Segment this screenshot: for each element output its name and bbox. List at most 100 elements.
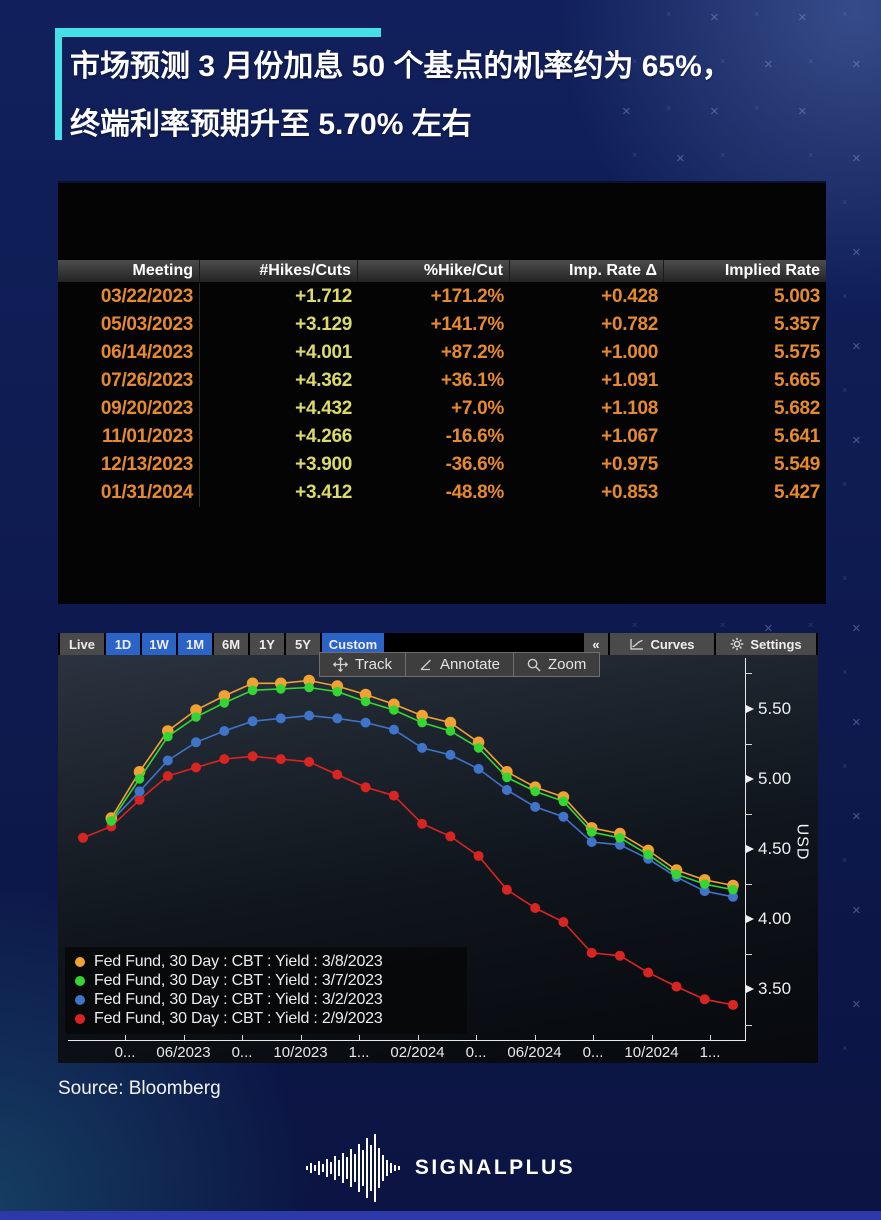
value-cell: +1.067 bbox=[601, 426, 658, 447]
data-point-marker bbox=[530, 903, 541, 913]
y-tick-label: 5.00 bbox=[758, 768, 792, 788]
data-point-marker bbox=[530, 786, 540, 797]
data-point-marker bbox=[78, 832, 88, 843]
x-tick-marker bbox=[593, 1035, 594, 1040]
zoom-magnifier-icon bbox=[527, 658, 541, 671]
data-point-marker bbox=[558, 811, 569, 822]
legend-dot-icon bbox=[75, 975, 85, 986]
x-tick-marker bbox=[651, 1035, 653, 1040]
data-point-marker bbox=[614, 950, 625, 961]
data-point-marker bbox=[388, 790, 399, 801]
table-row: 01/31/2024 +3.412 -48.8% +0.853 5.427 bbox=[58, 479, 826, 507]
y-tick-marker bbox=[746, 704, 754, 713]
legend-item[interactable]: Fed Fund, 30 Day : CBT : Yield : 3/7/202… bbox=[75, 971, 457, 990]
meeting-date-cell: 03/22/2023 bbox=[58, 283, 200, 311]
column-header-3: Imp. Rate Δ bbox=[510, 260, 664, 282]
yield-curves-plot bbox=[78, 674, 739, 1010]
x-tick-marker bbox=[476, 1035, 477, 1040]
data-point-marker bbox=[219, 698, 230, 708]
range-button-1w[interactable]: 1W bbox=[142, 633, 176, 655]
data-point-marker bbox=[134, 774, 145, 784]
value-cell: 5.682 bbox=[773, 398, 820, 419]
legend-label: Fed Fund, 30 Day : CBT : Yield : 3/8/202… bbox=[94, 952, 383, 970]
value-cell: +3.412 bbox=[295, 482, 352, 503]
range-button-5y[interactable]: 5Y bbox=[286, 633, 320, 655]
tool-button-track[interactable]: Track bbox=[319, 652, 406, 677]
legend-item[interactable]: Fed Fund, 30 Day : CBT : Yield : 2/9/202… bbox=[75, 1009, 457, 1028]
value-cell: +0.428 bbox=[601, 286, 658, 307]
collapse-panel-button[interactable]: « bbox=[584, 633, 608, 655]
data-point-marker bbox=[191, 762, 201, 773]
y-tick-marker bbox=[746, 845, 754, 853]
data-point-marker bbox=[247, 716, 258, 727]
value-cell: +87.2% bbox=[440, 342, 504, 363]
data-point-marker bbox=[473, 851, 484, 861]
bottom-accent-strip bbox=[0, 1211, 881, 1220]
y-minor-tick bbox=[745, 954, 752, 956]
data-point-marker bbox=[416, 709, 428, 722]
value-cell: 5.427 bbox=[773, 482, 820, 503]
x-tick-label: 06/2024 bbox=[507, 1044, 562, 1061]
page-title-line2: 终端利率预期升至 5.70% 左右 bbox=[70, 108, 472, 141]
range-button-1m[interactable]: 1M bbox=[178, 633, 212, 655]
data-point-marker bbox=[586, 827, 597, 837]
legend-dot-icon bbox=[75, 1013, 85, 1024]
data-point-marker bbox=[699, 994, 710, 1005]
curves-button[interactable]: Curves bbox=[610, 633, 714, 655]
data-point-marker bbox=[699, 886, 710, 897]
data-point-marker bbox=[417, 742, 428, 753]
data-point-marker bbox=[246, 677, 259, 690]
tool-button-annotate[interactable]: Annotate bbox=[404, 652, 515, 677]
value-cell: 5.575 bbox=[773, 342, 820, 363]
value-cell: +4.266 bbox=[295, 426, 352, 447]
range-button-1d[interactable]: 1D bbox=[106, 633, 140, 655]
range-button-6m[interactable]: 6M bbox=[214, 633, 248, 655]
data-point-marker bbox=[473, 743, 484, 753]
legend-label: Fed Fund, 30 Day : CBT : Yield : 2/9/202… bbox=[94, 1009, 383, 1027]
y-tick-label: 4.50 bbox=[758, 839, 792, 858]
table-row: 07/26/2023 +4.362 +36.1% +1.091 5.665 bbox=[58, 367, 826, 395]
settings-button[interactable]: Settings bbox=[716, 633, 816, 655]
data-point-marker bbox=[247, 751, 258, 762]
column-header-4: Implied Rate bbox=[724, 262, 820, 279]
legend-dot-icon bbox=[75, 994, 85, 1005]
legend-item[interactable]: Fed Fund, 30 Day : CBT : Yield : 3/2/202… bbox=[75, 990, 457, 1009]
data-point-marker bbox=[219, 754, 230, 765]
table-row: 06/14/2023 +4.001 +87.2% +1.000 5.575 bbox=[58, 339, 826, 367]
range-button-live[interactable]: Live bbox=[60, 633, 104, 655]
data-point-marker bbox=[643, 967, 654, 978]
range-button-custom[interactable]: Custom bbox=[322, 633, 384, 655]
data-point-marker bbox=[304, 756, 315, 767]
meeting-date-cell: 01/31/2024 bbox=[58, 479, 200, 507]
data-point-marker bbox=[134, 786, 145, 797]
annotate-pencil-icon bbox=[420, 659, 431, 671]
value-cell: -16.6% bbox=[445, 426, 505, 447]
range-button-1y[interactable]: 1Y bbox=[250, 633, 284, 655]
x-tick-label: 06/2023 bbox=[156, 1044, 211, 1061]
meeting-date-cell: 05/03/2023 bbox=[58, 311, 200, 339]
x-tick-label: 0... bbox=[114, 1044, 136, 1061]
page-title-line1: 市场预测 3 月份加息 50 个基点的机率约为 65%， bbox=[70, 50, 732, 83]
x-tick-label: 10/2024 bbox=[624, 1044, 679, 1061]
title-accent-topbar bbox=[55, 28, 381, 37]
data-point-marker bbox=[728, 891, 738, 902]
data-point-marker bbox=[219, 726, 230, 736]
x-tick-marker bbox=[300, 1035, 302, 1040]
legend-item[interactable]: Fed Fund, 30 Day : CBT : Yield : 3/8/202… bbox=[75, 952, 457, 971]
data-point-marker bbox=[558, 796, 569, 807]
value-cell: +3.900 bbox=[295, 454, 352, 475]
y-tick-label: 5.50 bbox=[758, 698, 792, 718]
tool-button-zoom[interactable]: Zoom bbox=[513, 652, 601, 677]
table-row: 09/20/2023 +4.432 +7.0% +1.108 5.682 bbox=[58, 395, 826, 423]
series-line bbox=[110, 714, 734, 898]
legend-dot-icon bbox=[75, 956, 85, 967]
value-cell: +4.362 bbox=[295, 370, 352, 391]
value-cell: +1.108 bbox=[601, 398, 658, 419]
data-point-marker bbox=[304, 682, 314, 693]
data-point-marker bbox=[360, 782, 371, 793]
meeting-date-cell: 11/01/2023 bbox=[58, 423, 200, 451]
title-accent-leftbar bbox=[55, 28, 62, 140]
x-tick-marker bbox=[417, 1035, 419, 1040]
data-point-marker bbox=[586, 947, 597, 958]
legend-label: Fed Fund, 30 Day : CBT : Yield : 3/7/202… bbox=[94, 971, 383, 989]
